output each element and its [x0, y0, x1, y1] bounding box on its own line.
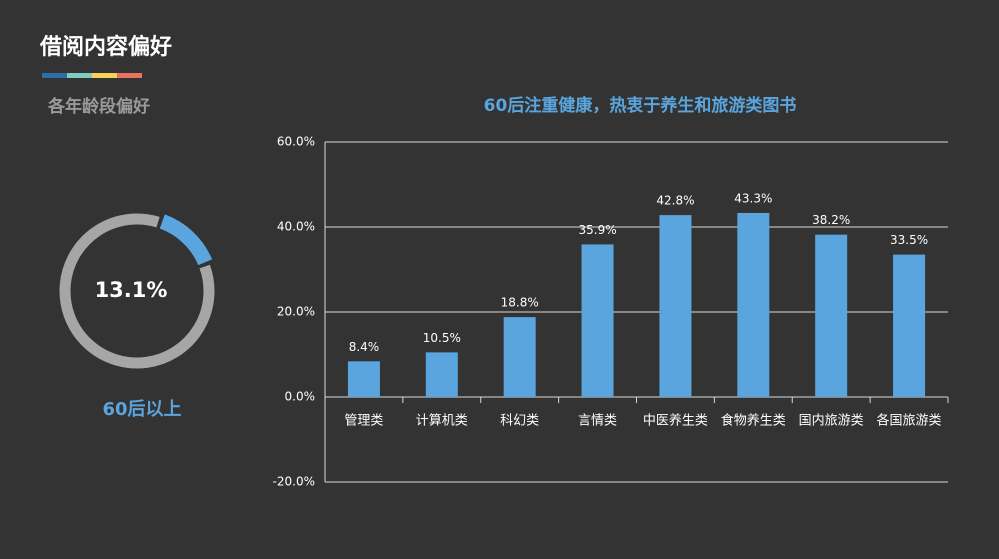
- section-subtitle: 各年龄段偏好: [47, 96, 150, 117]
- bar-value-label: 43.3%: [734, 191, 772, 205]
- bar-value-label: 42.8%: [656, 194, 694, 208]
- accent-strip: [117, 73, 142, 78]
- x-tick-label: 科幻类: [500, 414, 539, 429]
- x-tick-label: 食物养生类: [721, 413, 786, 429]
- bar: [737, 212, 770, 397]
- bar: [425, 352, 458, 397]
- bar: [893, 254, 926, 397]
- y-tick-label: 20.0%: [277, 305, 315, 319]
- x-tick-label: 计算机类: [416, 414, 468, 429]
- x-tick-label: 中医养生类: [643, 413, 708, 429]
- bar: [503, 317, 536, 397]
- bar: [581, 244, 614, 397]
- donut-track: [59, 213, 215, 369]
- donut-label: 60后以上: [102, 399, 181, 420]
- y-tick-label: 60.0%: [277, 135, 315, 149]
- page-title: 借阅内容偏好: [39, 34, 172, 60]
- x-tick-label: 管理类: [344, 414, 383, 429]
- accent-strip: [42, 73, 67, 78]
- accent-strip: [67, 73, 92, 78]
- bar: [659, 215, 692, 397]
- donut-value: 13.1%: [95, 278, 168, 302]
- y-tick-label: 40.0%: [277, 220, 315, 234]
- bar-value-label: 35.9%: [579, 223, 617, 237]
- bar: [815, 234, 848, 397]
- y-tick-label: 0.0%: [285, 390, 316, 404]
- x-tick-label: 言情类: [578, 414, 617, 429]
- bar: [347, 361, 380, 397]
- y-tick-label: -20.0%: [273, 475, 315, 489]
- bar-value-label: 38.2%: [812, 213, 850, 227]
- bar-value-label: 8.4%: [349, 340, 380, 354]
- x-tick-label: 国内旅游类: [799, 413, 864, 429]
- x-tick-label: 各国旅游类: [877, 413, 942, 429]
- bar-value-label: 18.8%: [501, 296, 539, 310]
- bar-value-label: 33.5%: [890, 233, 928, 247]
- bar-value-label: 10.5%: [423, 331, 461, 345]
- donut-arc: [159, 214, 213, 266]
- accent-strip: [92, 73, 117, 78]
- chart-title: 60后注重健康，热衷于养生和旅游类图书: [484, 95, 797, 116]
